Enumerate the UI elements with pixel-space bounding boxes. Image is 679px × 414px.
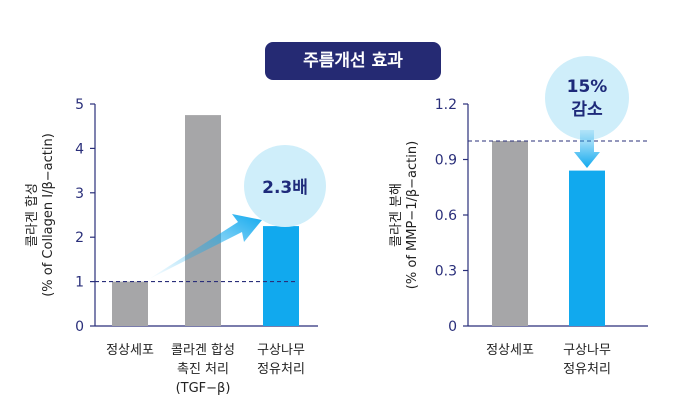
category-label: 촉진 처리	[177, 362, 229, 377]
annotation-label: 감소	[571, 100, 603, 120]
y-axis-label: 콜라겐 분해	[389, 183, 404, 247]
bar	[112, 281, 148, 326]
category-label: 콜라겐 합성	[171, 343, 235, 358]
annotation-label: 15%	[567, 77, 608, 97]
increase-arrow	[148, 214, 262, 280]
bar	[492, 141, 528, 326]
y-axis-label: 콜라겐 합성	[25, 183, 40, 247]
chart-title-badge: 주름개선 효과	[265, 42, 441, 80]
annotation-label: 2.3배	[262, 178, 308, 198]
collagen-degradation-chart: 0 0.3 0.6 0.9 1.2 콜라겐 분해 (% of MMP−1/β−actin) 정…	[389, 56, 648, 377]
y-axis-label: (% of MMP−1/β−actin)	[405, 141, 420, 289]
y-tick-label: 1	[75, 275, 84, 291]
annotation-bubble	[244, 145, 326, 227]
category-label: 정유처리	[257, 362, 305, 377]
bar	[185, 115, 221, 326]
y-axis-label: (% of Collagen I/β−actin)	[41, 133, 56, 297]
bar	[569, 170, 605, 326]
y-tick-label: 3	[75, 186, 84, 202]
y-tick-label: 0	[75, 319, 84, 335]
y-tick-label: 1.2	[435, 97, 457, 113]
y-tick-label: 5	[75, 97, 84, 113]
category-label: 구상나무	[563, 343, 611, 358]
y-tick-label: 0	[448, 319, 457, 335]
decrease-arrow	[574, 130, 600, 168]
bar	[263, 226, 299, 326]
annotation-bubble	[545, 56, 629, 140]
y-tick-label: 4	[75, 141, 84, 157]
y-tick-label: 0.3	[435, 264, 457, 280]
category-label: 정유처리	[563, 362, 611, 377]
category-label: (TGF−β)	[176, 381, 231, 396]
y-tick-label: 2	[75, 230, 84, 246]
category-label: 정상세포	[106, 343, 154, 358]
y-tick-label: 0.9	[435, 153, 457, 169]
category-label: 구상나무	[257, 343, 305, 358]
category-label: 정상세포	[486, 343, 534, 358]
y-tick-label: 0.6	[435, 208, 457, 224]
